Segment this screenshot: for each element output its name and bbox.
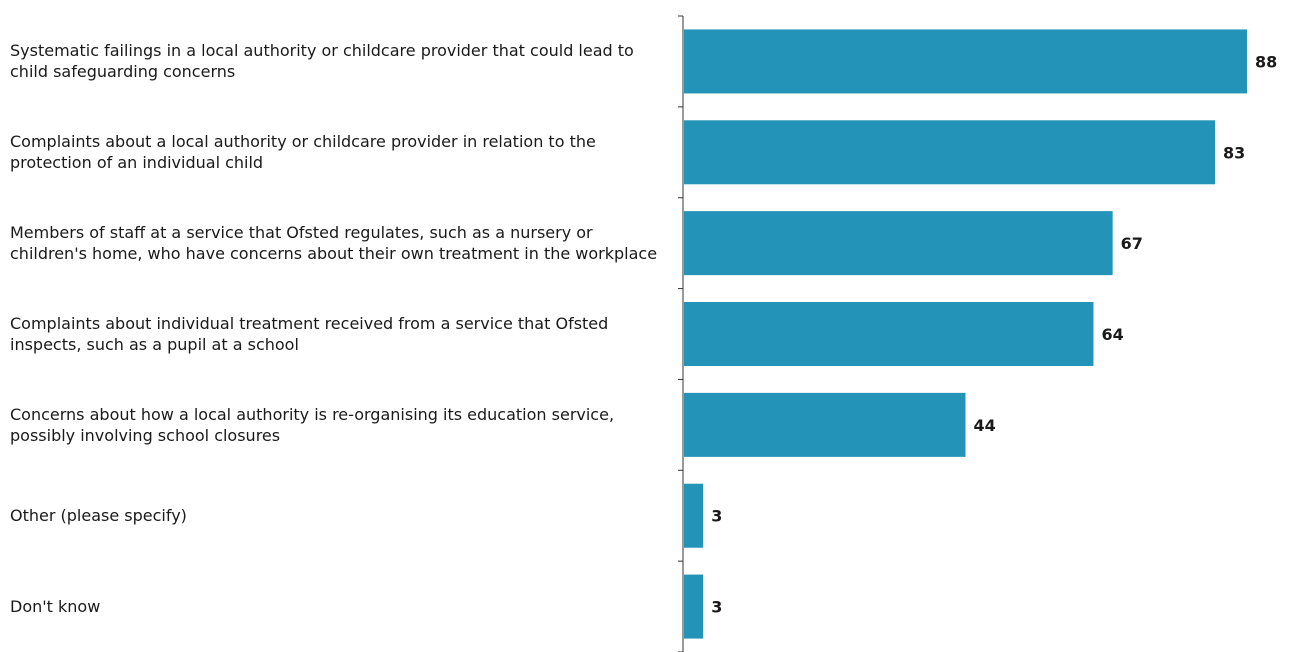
category-label: Members of staff at a service that Ofste… (10, 223, 658, 264)
category-label: Systematic failings in a local authority… (10, 41, 634, 82)
category-label: Complaints about individual treatment re… (10, 314, 609, 354)
bar (684, 392, 966, 457)
bar-value-label: 44 (974, 416, 996, 435)
bar-value-label: 88 (1255, 52, 1277, 71)
bar (684, 211, 1113, 276)
bar (684, 483, 704, 548)
bar-value-label: 83 (1223, 143, 1245, 162)
bar (684, 29, 1247, 94)
bar (684, 574, 704, 639)
category-label: Concerns about how a local authority is … (10, 404, 615, 445)
category-label: Complaints about a local authority or ch… (10, 132, 596, 173)
bar-value-label: 3 (711, 507, 722, 526)
bar-value-label: 3 (711, 598, 722, 617)
category-label: Don't know (10, 597, 101, 617)
bar (684, 120, 1216, 185)
bar-value-label: 67 (1121, 234, 1143, 253)
bar-value-label: 64 (1101, 325, 1123, 344)
bar (684, 302, 1094, 366)
category-label: Other (please specify) (10, 506, 187, 526)
